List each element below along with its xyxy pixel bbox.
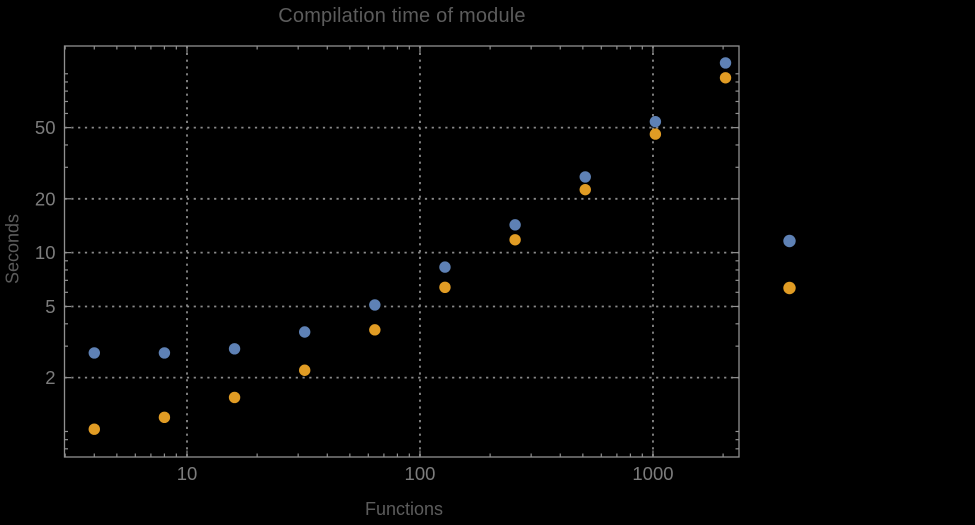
legend-marker [783, 234, 796, 248]
x-axis-label: Functions [364, 499, 444, 519]
data-point [228, 391, 241, 404]
y-axis-label: Seconds [2, 213, 23, 285]
y-tick-label: 10 [35, 242, 56, 263]
data-point [298, 326, 311, 338]
data-point [509, 219, 521, 231]
data-point [439, 261, 451, 273]
legend-marker [783, 281, 796, 295]
y-tick-label: 2 [45, 367, 55, 388]
data-point [369, 299, 381, 311]
plot-frame [63, 45, 740, 458]
data-point [298, 364, 311, 376]
data-point [158, 411, 171, 424]
data-point [719, 57, 732, 69]
data-point [509, 234, 521, 246]
data-point [649, 115, 662, 128]
data-point [88, 423, 100, 435]
data-point [88, 347, 100, 359]
data-point [158, 347, 171, 359]
data-point [579, 171, 591, 183]
y-tick-label: 20 [35, 188, 56, 209]
chart-title: Compilation time of module [278, 5, 526, 27]
x-tick-label: 10 [177, 463, 198, 484]
y-tick-label: 5 [45, 296, 55, 317]
data-point [649, 128, 662, 140]
y-tick-label: 50 [35, 117, 56, 138]
data-point [579, 183, 591, 196]
data-point [719, 72, 732, 84]
data-point [369, 324, 381, 336]
data-point [439, 281, 451, 293]
x-tick-label: 1000 [632, 463, 673, 484]
data-point [228, 343, 241, 355]
x-tick-label: 100 [405, 463, 436, 484]
